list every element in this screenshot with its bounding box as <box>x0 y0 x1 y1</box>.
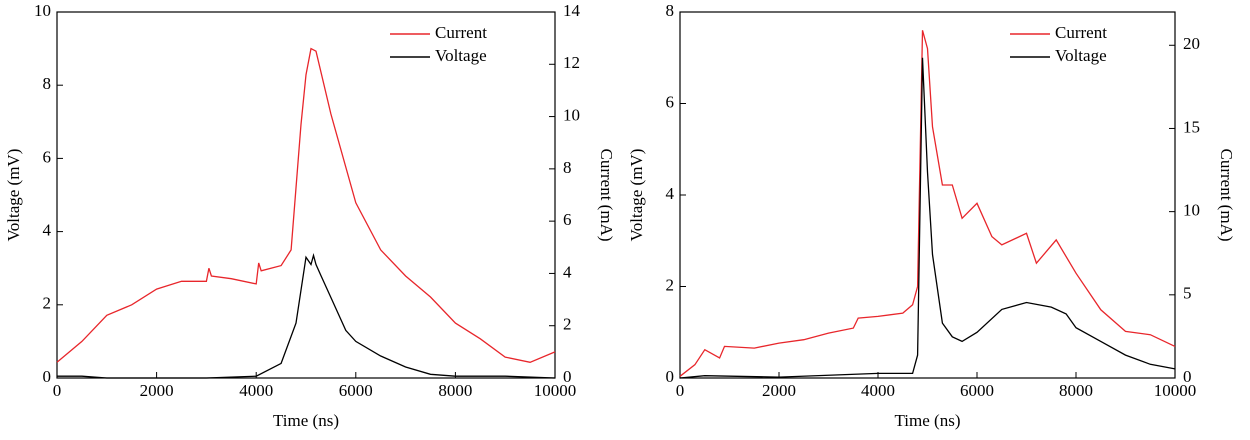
y-tick-label: 2 <box>666 275 675 294</box>
legend-label: Voltage <box>1055 46 1107 65</box>
x-tick-label: 10000 <box>534 381 577 400</box>
y2-tick-label: 10 <box>563 105 580 124</box>
y-tick-label: 2 <box>43 294 52 313</box>
y2-tick-label: 15 <box>1183 117 1200 136</box>
x-tick-label: 8000 <box>438 381 472 400</box>
y-tick-label: 10 <box>34 1 51 20</box>
x-tick-label: 10000 <box>1154 381 1197 400</box>
y2-tick-label: 2 <box>563 315 572 334</box>
x-tick-label: 0 <box>53 381 62 400</box>
plot-frame <box>56 11 556 379</box>
y2-tick-label: 0 <box>563 367 572 386</box>
y-tick-label: 0 <box>666 367 675 386</box>
x-tick-label: 8000 <box>1059 381 1093 400</box>
x-axis-label: Time (ns) <box>273 411 339 430</box>
x-tick-label: 2000 <box>140 381 174 400</box>
series-line <box>679 30 1176 377</box>
y2-tick-label: 0 <box>1183 367 1192 386</box>
y-tick-label: 4 <box>43 221 52 240</box>
y2-tick-label: 5 <box>1183 284 1192 303</box>
y2-tick-label: 12 <box>563 53 580 72</box>
x-tick-label: 4000 <box>239 381 273 400</box>
y2-tick-label: 20 <box>1183 34 1200 53</box>
y-axis-label: Voltage (mV) <box>627 149 646 242</box>
y-tick-label: 4 <box>666 184 675 203</box>
legend-label: Current <box>435 23 487 42</box>
series-line <box>57 252 556 379</box>
series-line <box>679 57 1176 379</box>
y-axis-label: Voltage (mV) <box>4 149 23 242</box>
x-tick-label: 4000 <box>861 381 895 400</box>
y2-axis-label: Current (mA) <box>1217 148 1236 241</box>
y-tick-label: 8 <box>43 74 52 93</box>
y2-tick-label: 4 <box>563 262 572 281</box>
x-tick-label: 2000 <box>762 381 796 400</box>
y-tick-label: 0 <box>43 367 52 386</box>
plot-frame <box>679 11 1176 379</box>
y2-tick-label: 8 <box>563 158 572 177</box>
y-tick-label: 8 <box>666 1 675 20</box>
y2-tick-label: 10 <box>1183 201 1200 220</box>
y-tick-label: 6 <box>666 92 675 111</box>
legend-label: Voltage <box>435 46 487 65</box>
x-axis-label: Time (ns) <box>895 411 961 430</box>
x-tick-label: 6000 <box>960 381 994 400</box>
y2-axis-label: Current (mA) <box>597 148 616 241</box>
x-tick-label: 6000 <box>339 381 373 400</box>
legend-label: Current <box>1055 23 1107 42</box>
x-tick-label: 0 <box>676 381 685 400</box>
series-line <box>56 47 556 363</box>
y2-tick-label: 14 <box>563 1 581 20</box>
y2-tick-label: 6 <box>563 210 572 229</box>
y-tick-label: 6 <box>43 147 52 166</box>
